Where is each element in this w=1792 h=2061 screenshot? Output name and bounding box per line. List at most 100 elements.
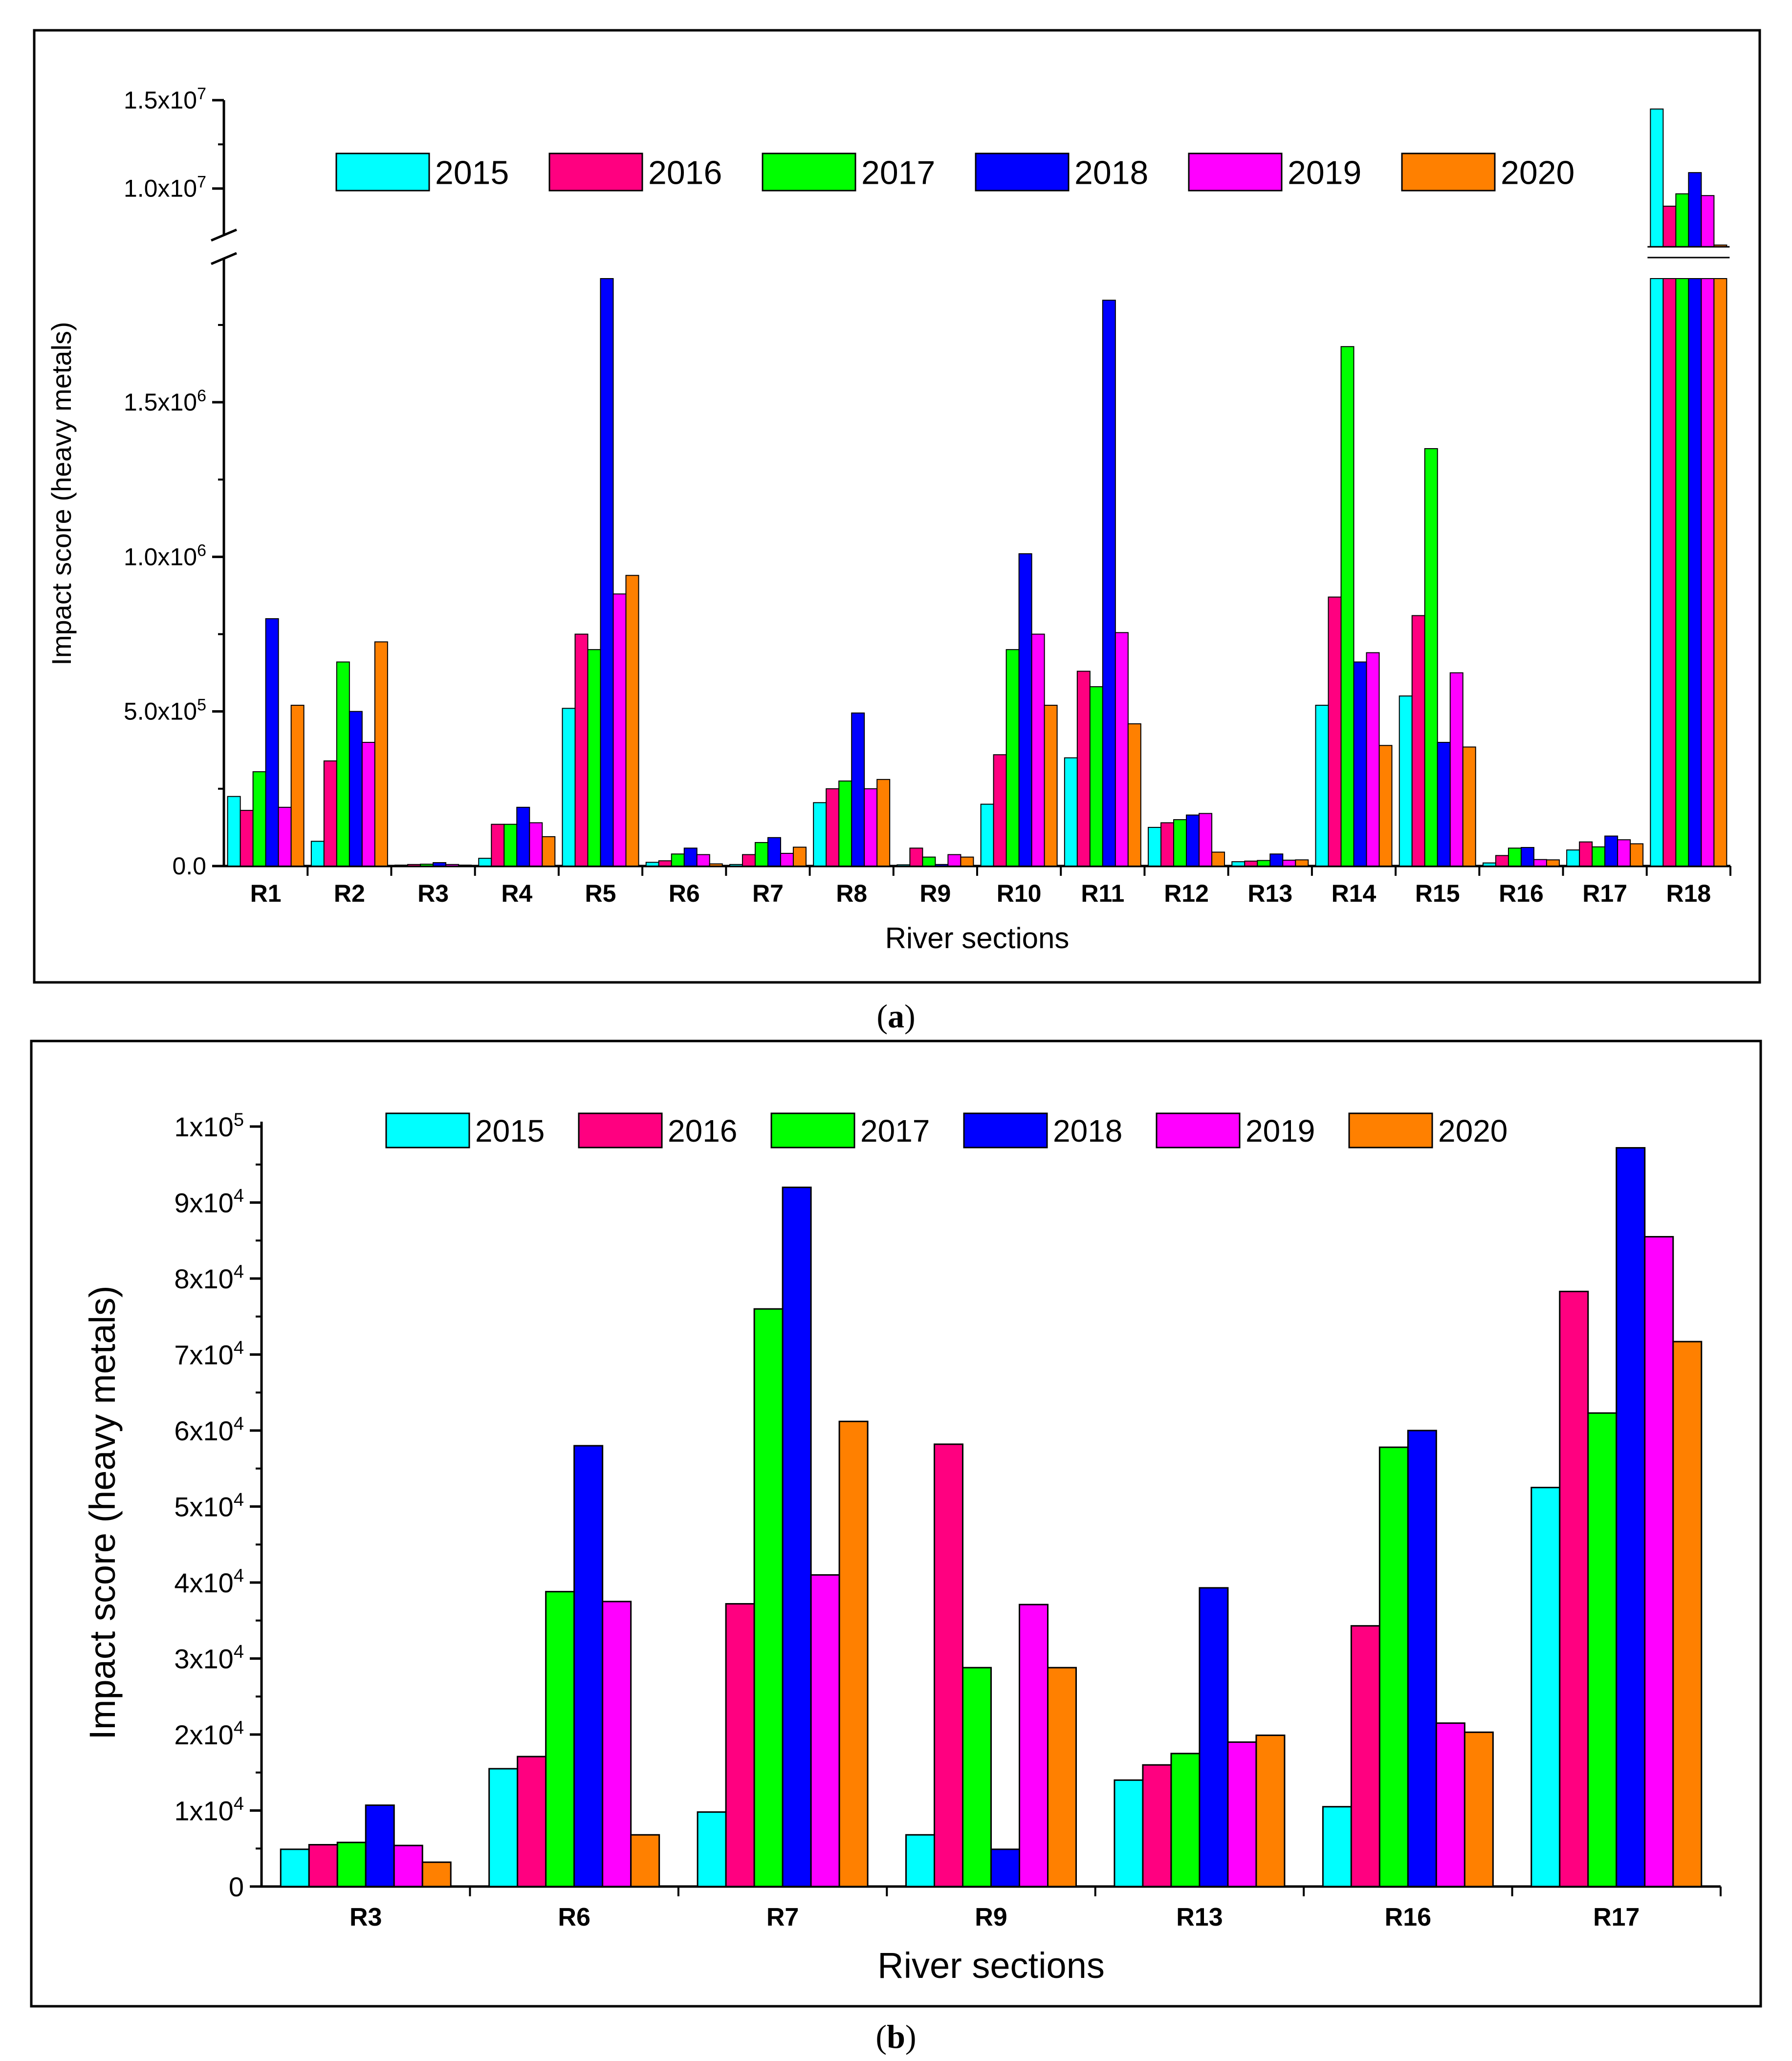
panel-b-xtick-label-R7: R7	[766, 1903, 799, 1931]
panel-a-legend-swatch-2019	[1188, 152, 1283, 192]
panel-a-bar-R14-2019	[1366, 652, 1380, 867]
panel-b-bar-R17-2017	[1587, 1412, 1617, 1887]
panel-b-ytick-label-9: 9x104	[174, 1186, 244, 1218]
panel-a-bar-R9-2018	[935, 864, 949, 867]
panel-a-bar-R12-2020	[1211, 851, 1225, 867]
panel-b-bar-R13-2016	[1142, 1764, 1172, 1887]
panel-a-bar-R11-2020	[1127, 723, 1141, 867]
panel-b-legend-swatch-2018	[963, 1112, 1048, 1149]
panel-a-bar-R6-2016	[658, 860, 672, 867]
panel-a-bar-R2-2017	[336, 661, 350, 867]
panel-a-bar-R12-2018	[1186, 814, 1200, 867]
panel-a-bar-R5-2016	[574, 633, 589, 867]
panel-b-bar-R17-2018	[1616, 1147, 1646, 1887]
panel-a-bar-R14-2020	[1378, 745, 1393, 867]
panel-b-ytick-label-5-mantissa: 5x10	[174, 1492, 233, 1522]
panel-a-bar-R6-2019	[696, 854, 710, 867]
panel-a-bar-R18-2020-lower	[1713, 278, 1727, 867]
panel-a-bar-R12-2015	[1148, 826, 1162, 867]
panel-a-bar-R14-2017	[1340, 346, 1355, 867]
panel-a-bar-R14-2015	[1315, 705, 1329, 867]
panel-b-legend-label-2017: 2017	[860, 1113, 930, 1149]
panel-b-ytick-label-1: 1x104	[174, 1794, 244, 1826]
panel-b-bar-R3-2016	[308, 1844, 338, 1887]
panel-b-bar-R17-2015	[1530, 1487, 1561, 1887]
panel-b-ytick-label-4: 4x104	[174, 1566, 244, 1598]
panel-a-bar-R9-2017	[922, 856, 936, 867]
panel-a-ytick-upper-label-0: 1.0x107	[124, 173, 206, 202]
panel-b-bar-R16-2015	[1322, 1806, 1352, 1887]
panel-a-bar-R9-2020	[960, 856, 974, 867]
panel-a-bar-R5-2019	[612, 593, 627, 867]
panel-a-legend-label-2015: 2015	[435, 154, 509, 191]
panel-a-bar-R9-2019	[947, 854, 962, 867]
panel-b-ytick-label-7: 7x104	[174, 1338, 244, 1370]
panel-b-ytick-label-5: 5x104	[174, 1490, 244, 1522]
panel-b-bar-R3-2020	[421, 1861, 452, 1887]
panel-b-bar-R9-2016	[934, 1443, 963, 1887]
panel-a-bar-R7-2016	[742, 854, 756, 867]
panel-a-xtick-label-R1: R1	[250, 880, 282, 907]
panel-b-xtick-label-R3: R3	[350, 1903, 382, 1931]
panel-a-bar-R10-2017	[1005, 649, 1020, 867]
panel-b-legend-label-2018: 2018	[1053, 1113, 1122, 1149]
panel-b-ytick-label-4-mantissa: 4x10	[174, 1567, 233, 1598]
panel-a-bar-R8-2020	[876, 779, 891, 867]
panel-a-xtick-label-R5: R5	[585, 880, 616, 907]
panel-a-axis-break-mark-1	[211, 228, 237, 242]
panel-a-xtick-label-R3: R3	[417, 880, 449, 907]
panel-a-legend-swatch-2020	[1401, 152, 1496, 192]
panel-a-bar-R15-2017	[1424, 448, 1438, 867]
panel-b-ytick-label-8-mantissa: 8x10	[174, 1263, 233, 1294]
panel-a-ytick-label-3: 1.5x106	[124, 387, 206, 416]
panel-a-bar-R17-2017	[1592, 846, 1606, 867]
panel-a-xtick-label-R14: R14	[1332, 880, 1377, 907]
panel-a-bar-R18-2015-lower	[1650, 278, 1664, 867]
panel-a-bar-R14-2018	[1353, 661, 1367, 867]
panel-a-ytick-upper-label-1-exponent: 7	[197, 85, 206, 103]
panel-b-legend-label-2020: 2020	[1438, 1113, 1508, 1149]
panel-a-chart: 0.05.0x1051.0x1061.5x1061.0x1071.5x107R1…	[46, 85, 1731, 955]
panel-a-bar-R17-2015	[1566, 849, 1580, 867]
panel-a-bar-R1-2020	[290, 705, 305, 867]
panel-b-bar-R6-2017	[545, 1591, 575, 1887]
panel-b-caption: (b)	[875, 2018, 916, 2055]
panel-a-bar-R1-2019	[278, 806, 292, 867]
panel-b-legend-swatch-2015	[385, 1112, 470, 1149]
panel-a-ytick-label-3-exponent: 6	[197, 387, 206, 405]
panel-b-bar-R7-2015	[697, 1811, 727, 1887]
panel-b-bar-R3-2019	[393, 1844, 423, 1887]
panel-a-bar-R17-2019	[1617, 839, 1631, 867]
panel-a-bar-R10-2019	[1031, 633, 1045, 867]
panel-a-ytick-label-0: 0.0	[172, 852, 206, 880]
panel-a-caption-letter: a	[888, 998, 904, 1035]
panel-a-xtick-label-R13: R13	[1247, 880, 1292, 907]
panel-b-bar-R7-2016	[725, 1603, 755, 1887]
panel-a-ytick-label-3-mantissa: 1.5x10	[124, 389, 197, 416]
panel-a-xtick-label-R15: R15	[1415, 880, 1460, 907]
panel-b-ytick-label-2-exponent: 4	[234, 1718, 244, 1738]
panel-a-xtick-label-R2: R2	[334, 880, 365, 907]
panel-a-bar-R6-2020	[709, 863, 723, 867]
panel-b-legend-label-2016: 2016	[668, 1113, 737, 1149]
panel-a-bar-R16-2019	[1533, 859, 1547, 867]
panel-a-bar-R7-2020	[792, 846, 807, 867]
panel-b-ytick-label-1-mantissa: 1x10	[174, 1796, 233, 1826]
panel-a-bar-R11-2016	[1076, 671, 1091, 867]
panel-a-bar-R2-2019	[361, 741, 375, 867]
panel-a-bar-R15-2018	[1437, 741, 1451, 867]
panel-a-bar-R16-2015	[1482, 862, 1496, 867]
panel-a-bar-R17-2016	[1579, 841, 1593, 867]
panel-a-ytick-label-1-exponent: 5	[197, 696, 206, 715]
panel-a-ytick-label-1: 5.0x105	[124, 696, 206, 725]
panel-a-bar-R3-2019	[445, 864, 459, 867]
panel-a-bar-R3-2015	[394, 865, 409, 867]
panel-a-bar-R4-2018	[516, 806, 530, 867]
panel-a-bar-R2-2018	[349, 711, 363, 867]
panel-a-bar-R1-2015	[227, 796, 241, 867]
panel-a-bar-R4-2017	[503, 824, 518, 867]
panel-a-bar-R18-2016-upper	[1662, 205, 1677, 247]
panel-b-bar-R16-2020	[1464, 1731, 1494, 1887]
panel-b-ytick-label-7-mantissa: 7x10	[174, 1340, 233, 1370]
